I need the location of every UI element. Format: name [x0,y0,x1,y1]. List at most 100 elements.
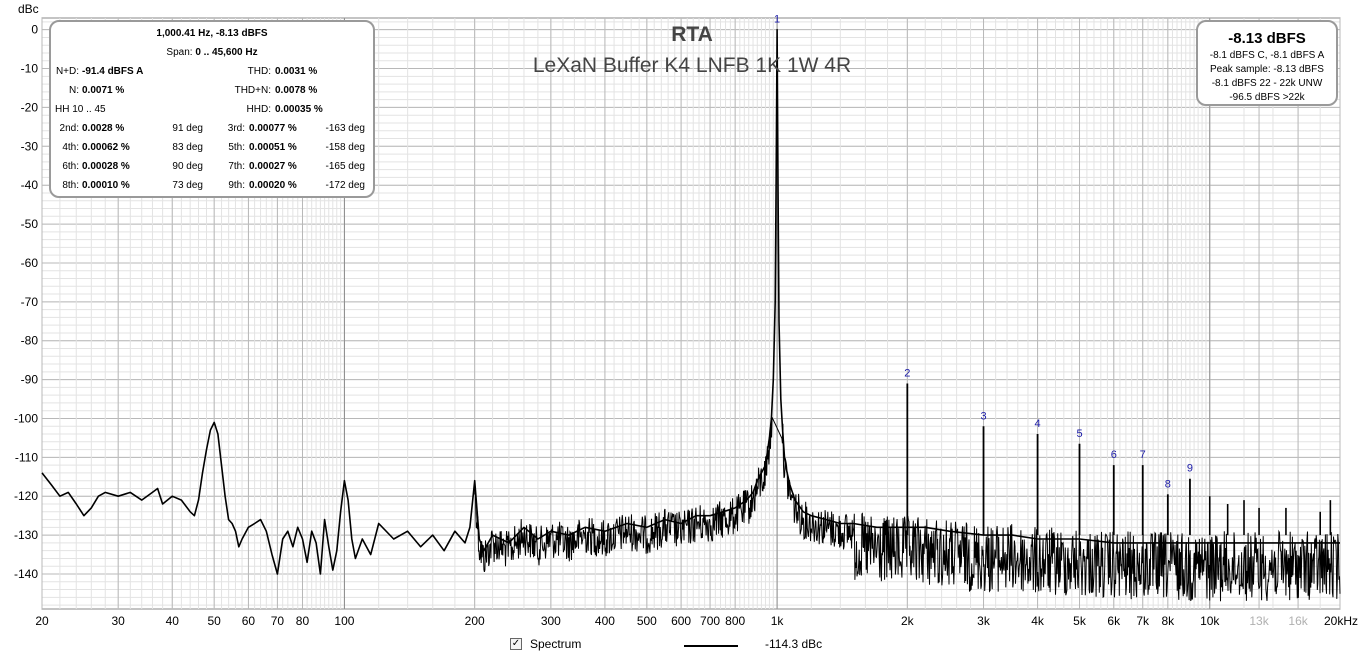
y-tick-label: -30 [21,139,39,153]
y-tick-label: -50 [21,217,39,231]
measurement-panel: 1,000.41 Hz, -8.13 dBFS Span: 0 .. 45,60… [49,20,375,198]
level-line: Peak sample: -8.13 dBFS [1210,64,1324,75]
y-tick-label: 0 [31,23,38,37]
y-axis-label: dBc [18,2,39,16]
y-tick-label: -40 [21,178,39,192]
stats-row: 4th: 0.00062 % 83 deg 5th: 0.00051 % -158 deg [51,142,373,156]
x-tick-label: 80 [296,614,310,628]
y-tick-label: -20 [21,100,39,114]
stat-label: -163 deg [325,123,365,134]
stat-value: 0.00027 % [249,161,297,172]
legend-line-swatch [684,645,738,647]
x-tick-label: 8k [1161,614,1175,628]
stats-row: HH 10 .. 45 HHD: 0.00035 % [51,104,373,118]
stats-row: 6th: 0.00028 % 90 deg 7th: 0.00027 % -165 deg [51,161,373,175]
spectrum-checkbox[interactable]: ✓ [510,638,522,650]
y-tick-label: -10 [21,62,39,76]
stat-label: HH 10 .. 45 [55,104,106,115]
stats-row: 8th: 0.00010 % 73 deg 9th: 0.00020 % -172 deg [51,180,373,194]
harmonic-marker-label: 9 [1187,463,1193,475]
stat-label: N: [69,85,79,96]
harmonic-marker-label: 8 [1165,478,1171,490]
x-tick-label: 700 [700,614,720,628]
noise-floor [474,417,1341,602]
spectrum-checkbox-label[interactable]: Spectrum [530,637,582,651]
x-tick-label: 3k [977,614,991,628]
stat-label: 3rd: [227,123,245,134]
stat-value: 0.0071 % [82,85,125,96]
legend-value: -114.3 dBc [765,637,823,651]
level-panel: -8.13 dBFS -8.1 dBFS C, -8.1 dBFS A Peak… [1196,20,1338,106]
level-main: -8.13 dBFS [1228,30,1306,47]
x-tick-label: 70 [271,614,285,628]
stat-label: 7th: [228,161,245,172]
y-tick-label: -90 [21,373,39,387]
harmonic-marker-label: 1 [774,14,780,26]
stat-label: N+D: [55,66,79,77]
level-line: -8.1 dBFS C, -8.1 dBFS A [1209,50,1325,61]
x-tick-label: 30 [112,614,126,628]
stat-label: 90 deg [172,161,203,172]
x-tick-label: 13k [1249,614,1269,628]
x-tick-label: 40 [166,614,180,628]
x-tick-label: 2k [901,614,915,628]
x-tick-label: 200 [465,614,485,628]
x-tick-label: 1k [771,614,785,628]
chart-subtitle: LeXaN Buffer K4 LNFB 1K 1W 4R [533,54,851,77]
harmonic-marker-label: 7 [1140,449,1146,461]
stat-label: 83 deg [172,142,203,153]
harmonic-markers: 1 2 3 4 5 6 7 8 9 [774,14,1193,491]
stats-header: 1,000.41 Hz, -8.13 dBFS [51,28,373,42]
stat-label: 4th: [62,142,79,153]
stat-value: 0.00020 % [249,180,297,191]
x-tick-label: 20 [35,614,49,628]
fundamental-readout: 1,000.41 Hz, -8.13 dBFS [156,28,268,39]
stat-label: THD: [247,66,271,77]
stat-value: -91.4 dBFS A [82,66,144,77]
y-tick-label: -70 [21,295,39,309]
x-tick-label: 800 [725,614,745,628]
x-tick-label: 50 [207,614,221,628]
stat-label: -165 deg [325,161,365,172]
x-tick-label: 100 [334,614,354,628]
stats-row: 2nd: 0.0028 % 91 deg 3rd: 0.00077 % -163 deg [51,123,373,137]
x-tick-label: 60 [242,614,256,628]
stat-label: 6th: [62,161,79,172]
x-tick-label: 10k [1200,614,1220,628]
stat-value: 0.00062 % [82,142,130,153]
stat-label: 73 deg [172,180,203,191]
stat-label: 9th: [228,180,245,191]
y-tick-label: -60 [21,256,39,270]
stat-value: 0.00077 % [249,123,297,134]
y-tick-label: -80 [21,334,39,348]
span-value: 0 .. 45,600 Hz [195,47,258,58]
level-line: -8.1 dBFS 22 - 22k UNW [1211,78,1323,89]
x-tick-label: 500 [637,614,657,628]
x-tick-label: 6k [1107,614,1121,628]
y-tick-label: -110 [15,450,38,464]
stats-row: N+D: -91.4 dBFS A THD: 0.0031 % [51,66,373,80]
harmonic-marker-label: 4 [1035,418,1041,430]
y-tick-label: -140 [14,567,38,581]
level-line: -96.5 dBFS >22k [1229,92,1305,103]
stat-label: 2nd: [59,123,79,134]
x-tick-label: 600 [671,614,691,628]
x-tick-label: 5k [1073,614,1087,628]
stat-value: 0.00051 % [249,142,297,153]
axes: 0 -10 -20 -30 -40 -50 -60 -70 -80 -90 -100 -110 -120… [14,23,1358,628]
harmonic-marker-label: 2 [904,367,910,379]
y-tick-label: -100 [14,411,38,425]
x-tick-label: 7k [1136,614,1150,628]
harmonic-marker-label: 6 [1111,449,1117,461]
stat-label: THD+N: [234,85,271,96]
stat-label: -158 deg [325,142,365,153]
x-tick-label: 300 [541,614,561,628]
chart-title: RTA [671,23,713,46]
series-layer [41,28,1341,602]
stat-value: 0.0028 % [82,123,125,134]
stat-label: 8th: [62,180,79,191]
stat-label: HHD: [246,104,271,115]
stat-value: 0.00028 % [82,161,130,172]
harmonic-marker-label: 3 [980,410,986,422]
